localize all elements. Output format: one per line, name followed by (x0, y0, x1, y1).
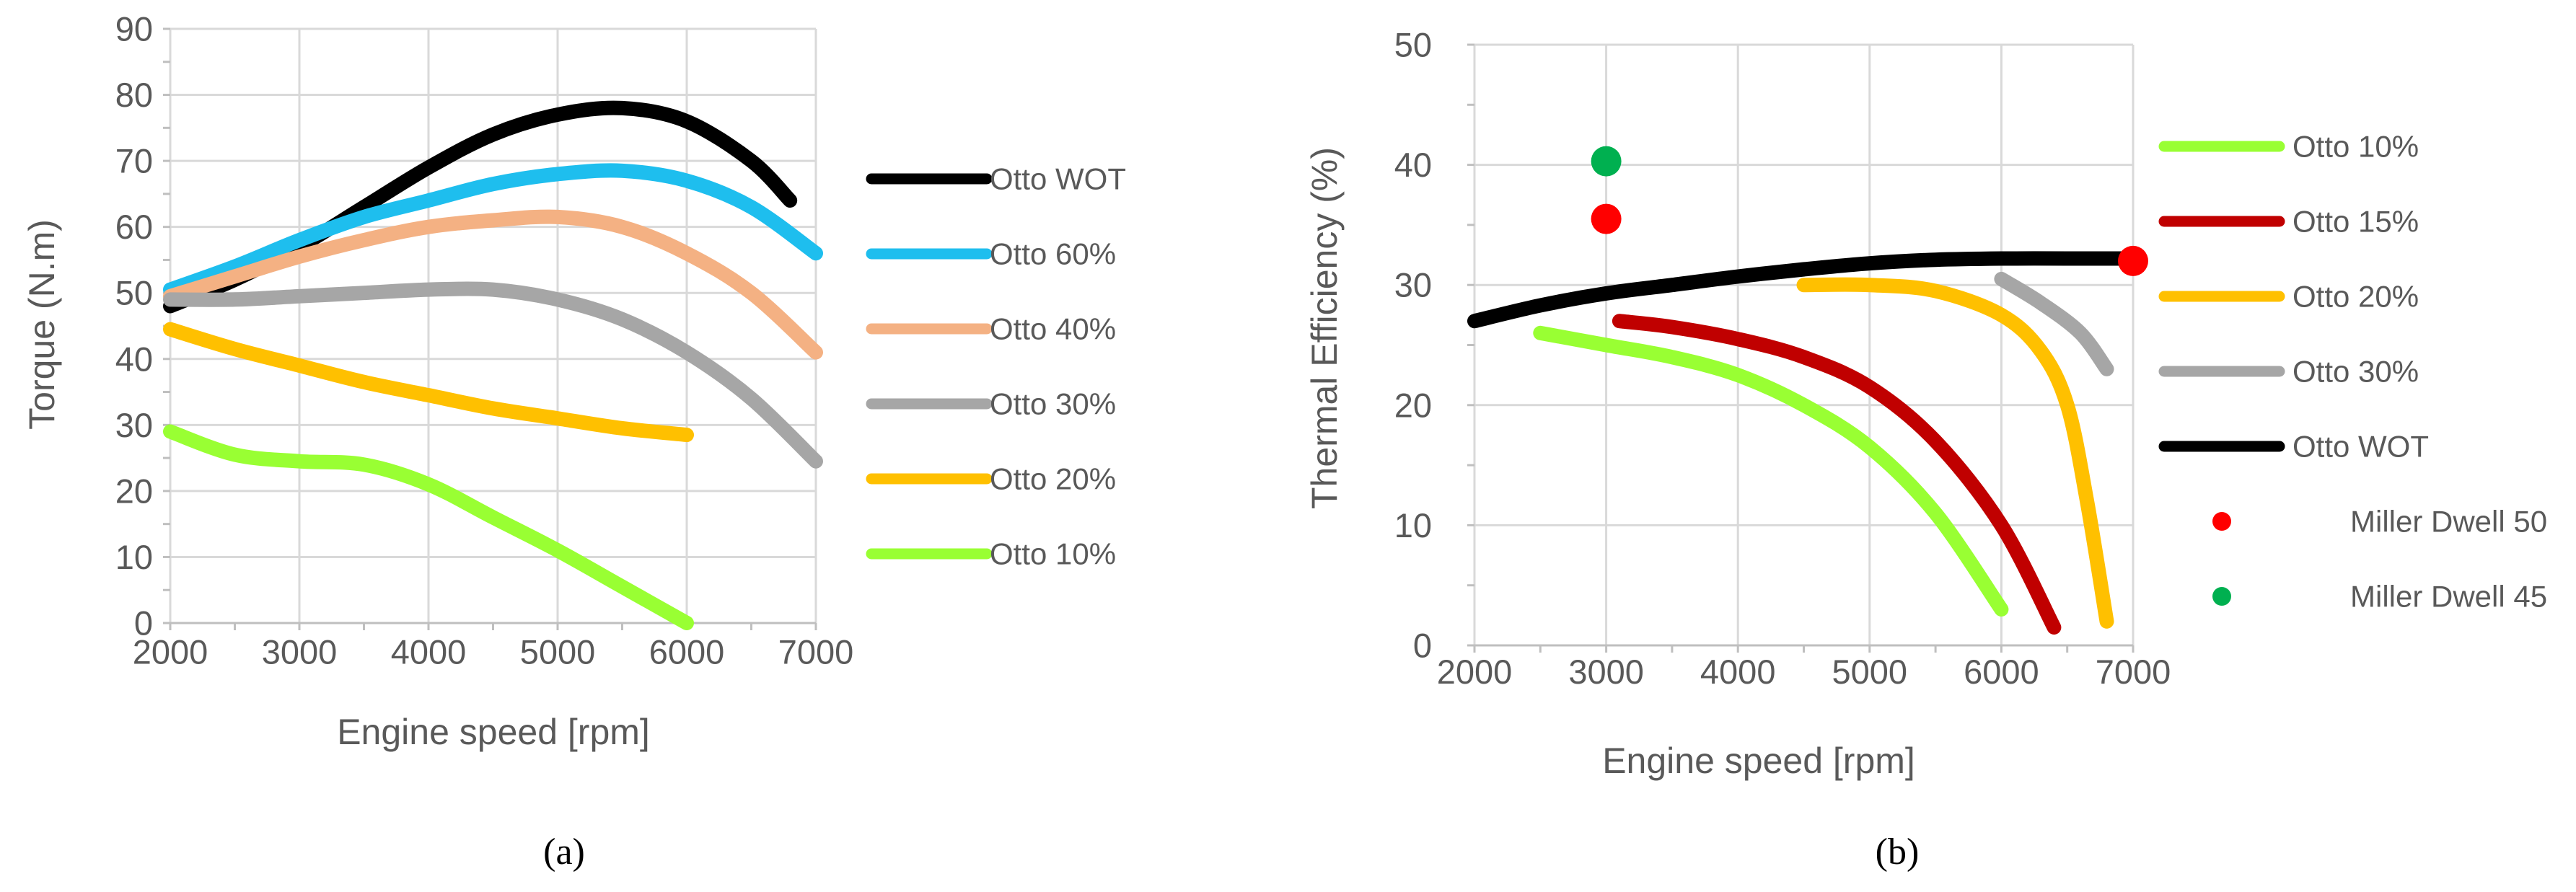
chart-b-y-tick-label: 20 (1394, 386, 1432, 424)
legend-label-miller-dwell-50: Miller Dwell 50 (2350, 505, 2547, 539)
chart-a-y-tick-label: 20 (115, 472, 153, 510)
chart-b-markers (1591, 146, 2148, 276)
chart-a-legend: Otto WOT Otto 60% Otto 40% Otto 30% Otto 20%… (866, 162, 1126, 571)
chart-a-y-tick-label: 30 (115, 406, 153, 444)
chart-b-y-tick-label: 30 (1394, 266, 1432, 304)
series-line-otto-30pct (1994, 271, 2114, 376)
chart-a-x-tick-label: 3000 (262, 632, 338, 671)
chart-b-x-tick-label: 5000 (1832, 653, 1908, 691)
chart-a-y-axis-title: Torque (N.m) (22, 219, 62, 430)
series-line-otto-60pct (163, 163, 823, 297)
chart-b-x-tick-labels: 2000 3000 4000 5000 6000 7000 (1437, 653, 2171, 691)
chart-b: 2000 3000 4000 5000 6000 7000 0 10 20 30… (1304, 26, 2547, 873)
chart-a-x-tick-labels: 2000 3000 4000 5000 6000 7000 (133, 632, 854, 671)
chart-a-y-tick-label: 60 (115, 208, 153, 246)
series-line-otto-15pct (1612, 314, 2062, 635)
chart-b-x-tick-label: 3000 (1568, 653, 1644, 691)
panel-label-b: (b) (1876, 831, 1920, 873)
chart-a-x-tick-label: 6000 (649, 632, 725, 671)
series-line-otto-40pct (163, 209, 823, 360)
chart-b-x-tick-label: 6000 (1964, 653, 2039, 691)
chart-a-y-tick-label: 10 (115, 538, 153, 576)
legend-swatch-miller-dwell-45 (2212, 587, 2231, 606)
chart-b-y-tick-label: 10 (1394, 506, 1432, 544)
chart-b-y-tick-label: 50 (1394, 26, 1432, 64)
chart-b-legend: Otto 10% Otto 15% Otto 20% Otto 30% Otto WOT… (2158, 130, 2547, 614)
chart-b-x-tick-label: 4000 (1700, 653, 1776, 691)
chart-a-x-axis-title: Engine speed [rpm] (337, 712, 650, 752)
legend-label-otto-30pct: Otto 30% (2293, 355, 2419, 389)
point-miller-dwell-50 (1591, 203, 1622, 234)
chart-b-x-tick-label: 2000 (1437, 653, 1513, 691)
series-line-otto-10pct (1533, 325, 2009, 617)
chart-b-x-tick-label: 7000 (2096, 653, 2171, 691)
legend-label-otto-wot: Otto WOT (990, 162, 1126, 196)
chart-a-y-tick-label: 80 (115, 76, 153, 114)
point-miller-dwell-50 (2118, 245, 2148, 276)
chart-a-x-tick-label: 2000 (133, 632, 208, 671)
chart-b-series (1467, 251, 2140, 635)
legend-label-otto-10pct: Otto 10% (2293, 130, 2419, 164)
legend-swatch-miller-dwell-50 (2212, 512, 2231, 531)
series-line-otto-30pct (163, 281, 823, 469)
chart-a-x-tick-label: 7000 (778, 632, 854, 671)
chart-a-y-tick-labels: 0 10 20 30 40 50 60 70 80 90 (115, 10, 153, 642)
legend-label-otto-20pct: Otto 20% (990, 462, 1116, 496)
chart-b-y-tick-label: 0 (1413, 627, 1432, 665)
legend-label-otto-40pct: Otto 40% (990, 312, 1116, 346)
legend-label-otto-30pct: Otto 30% (990, 387, 1116, 421)
chart-b-gridlines (1467, 43, 2135, 653)
legend-label-otto-10pct: Otto 10% (990, 537, 1116, 571)
chart-a-y-tick-label: 70 (115, 142, 153, 180)
chart-b-x-axis-title: Engine speed [rpm] (1602, 741, 1915, 781)
legend-label-otto-20pct: Otto 20% (2293, 280, 2419, 314)
legend-label-otto-60pct: Otto 60% (990, 237, 1116, 271)
chart-a-y-tick-label: 0 (134, 604, 153, 642)
chart-a-gridlines (163, 27, 817, 630)
legend-label-otto-wot: Otto WOT (2293, 430, 2429, 464)
chart-a-x-tick-label: 5000 (520, 632, 596, 671)
series-line-otto-20pct (1796, 277, 2114, 629)
series-line-otto-wot (1467, 251, 2140, 329)
legend-label-miller-dwell-45: Miller Dwell 45 (2350, 580, 2547, 614)
chart-a-y-tick-label: 50 (115, 274, 153, 312)
series-line-otto-10pct (163, 424, 694, 630)
chart-b-y-axis-title: Thermal Efficiency (%) (1304, 147, 1345, 509)
chart-a-y-tick-label: 40 (115, 340, 153, 378)
panel-label-a: (a) (543, 831, 585, 873)
chart-a-series (163, 100, 823, 630)
chart-b-y-tick-labels: 0 10 20 30 40 50 (1394, 26, 1432, 665)
point-miller-dwell-45 (1591, 146, 1622, 177)
series-line-otto-20pct (163, 322, 694, 443)
legend-label-otto-15pct: Otto 15% (2293, 205, 2419, 239)
chart-a-x-tick-label: 4000 (391, 632, 467, 671)
series-line-otto-wot (163, 100, 798, 314)
chart-a: 2000 3000 4000 5000 6000 7000 0 10 20 30… (22, 10, 1126, 873)
chart-b-y-tick-label: 40 (1394, 146, 1432, 184)
chart-a-y-tick-label: 90 (115, 10, 153, 48)
